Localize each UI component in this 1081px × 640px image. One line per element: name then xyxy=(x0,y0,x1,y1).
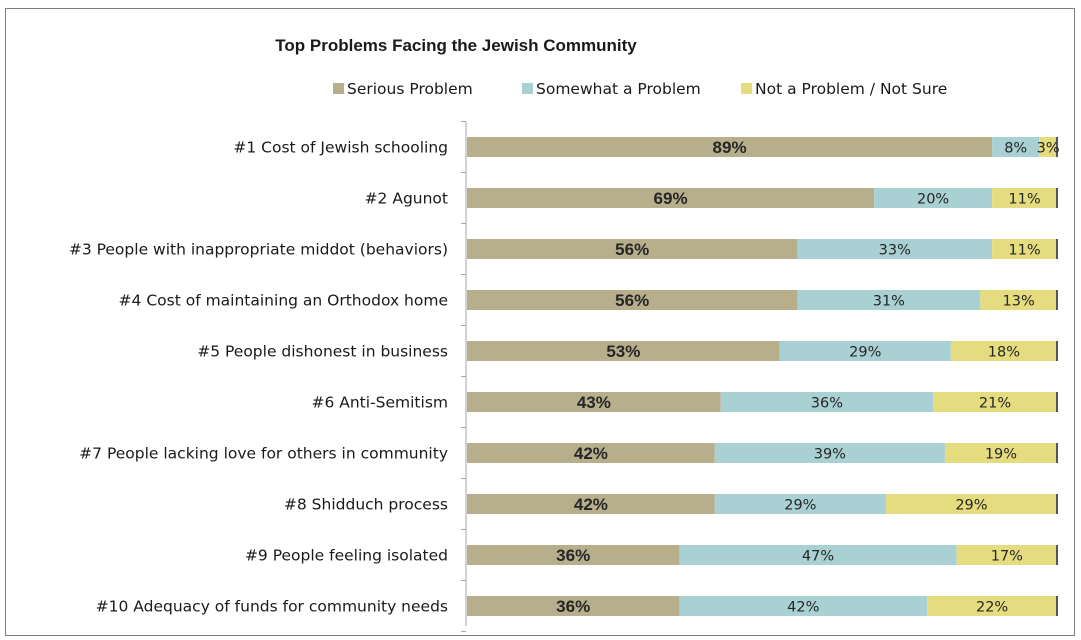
bar-segment-serious-problem xyxy=(467,443,715,463)
bar-end-cap xyxy=(1056,137,1058,157)
bar-segment-somewhat-a-problem xyxy=(679,596,928,616)
legend-label-not-a-problem-not-sure: Not a Problem / Not Sure xyxy=(755,80,947,98)
data-label-not-a-problem-not-sure: 29% xyxy=(955,498,987,514)
legend-swatch-somewhat-a-problem xyxy=(522,83,533,94)
data-label-not-a-problem-not-sure: 13% xyxy=(1003,294,1035,310)
legend-swatch-not-a-problem-not-sure xyxy=(741,83,752,94)
data-label-serious-problem: 42% xyxy=(574,495,608,514)
data-label-serious-problem: 42% xyxy=(574,444,608,463)
bar-segment-not-a-problem-not-sure xyxy=(980,290,1057,310)
category-axis xyxy=(461,121,467,632)
bar-segment-not-a-problem-not-sure xyxy=(933,392,1057,412)
data-label-somewhat-a-problem: 20% xyxy=(917,192,949,208)
legend-label-somewhat-a-problem: Somewhat a Problem xyxy=(536,80,701,98)
category-label: #2 Agunot xyxy=(365,190,448,208)
bar-segment-somewhat-a-problem xyxy=(679,545,957,565)
data-label-not-a-problem-not-sure: 21% xyxy=(979,396,1011,412)
category-label: #3 People with inappropriate middot (beh… xyxy=(69,241,448,259)
bar-segment-serious-problem xyxy=(467,188,875,208)
bar-end-cap xyxy=(1056,443,1058,463)
data-label-not-a-problem-not-sure: 11% xyxy=(1008,192,1040,208)
data-label-serious-problem: 56% xyxy=(615,240,649,259)
bar-end-cap xyxy=(1056,188,1058,208)
data-label-serious-problem: 53% xyxy=(606,342,640,361)
bar-segment-not-a-problem-not-sure xyxy=(956,545,1057,565)
bar-segment-serious-problem xyxy=(467,290,798,310)
data-label-serious-problem: 43% xyxy=(577,393,611,412)
stacked-bar-chart: Top Problems Facing the Jewish Community… xyxy=(69,36,1060,632)
data-label-serious-problem: 36% xyxy=(556,597,590,616)
category-labels: #1 Cost of Jewish schooling #2 Agunot #3 P… xyxy=(69,139,448,616)
data-label-not-a-problem-not-sure: 17% xyxy=(991,549,1023,565)
data-label-serious-problem: 69% xyxy=(654,189,688,208)
bar-segment-somewhat-a-problem xyxy=(797,290,981,310)
chart-title: Top Problems Facing the Jewish Community xyxy=(275,36,637,55)
bar-segment-serious-problem xyxy=(467,545,680,565)
bar-segment-not-a-problem-not-sure xyxy=(927,596,1057,616)
data-label-not-a-problem-not-sure: 11% xyxy=(1008,243,1040,259)
category-label: #1 Cost of Jewish schooling xyxy=(233,139,448,157)
data-label-serious-problem: 89% xyxy=(713,138,747,157)
bar-segment-somewhat-a-problem xyxy=(720,392,934,412)
category-label: #6 Anti-Semitism xyxy=(311,394,448,412)
data-label-somewhat-a-problem: 36% xyxy=(811,396,843,412)
category-label: #5 People dishonest in business xyxy=(197,343,448,361)
bar-end-cap xyxy=(1056,341,1058,361)
category-label: #7 People lacking love for others in com… xyxy=(79,445,448,463)
bar-segment-somewhat-a-problem xyxy=(714,494,886,514)
bar-segment-not-a-problem-not-sure xyxy=(950,341,1057,361)
data-label-somewhat-a-problem: 47% xyxy=(802,549,834,565)
category-label: #9 People feeling isolated xyxy=(245,547,448,565)
bar-segment-somewhat-a-problem xyxy=(779,341,951,361)
bar-segment-serious-problem xyxy=(467,137,993,157)
bar-segment-somewhat-a-problem xyxy=(992,137,1040,157)
legend-label-serious-problem: Serious Problem xyxy=(347,80,473,98)
data-label-serious-problem: 56% xyxy=(615,291,649,310)
category-label: #8 Shidduch process xyxy=(284,496,448,514)
data-label-somewhat-a-problem: 8% xyxy=(1004,141,1027,157)
bar-segment-not-a-problem-not-sure xyxy=(1039,137,1057,157)
legend-swatch-serious-problem xyxy=(333,83,344,94)
bar-end-cap xyxy=(1056,290,1058,310)
data-label-not-a-problem-not-sure: 3% xyxy=(1037,141,1060,157)
data-label-not-a-problem-not-sure: 18% xyxy=(988,345,1020,361)
data-label-not-a-problem-not-sure: 19% xyxy=(985,447,1017,463)
bar-end-cap xyxy=(1056,392,1058,412)
bar-segment-serious-problem xyxy=(467,239,798,259)
category-label: #10 Adequacy of funds for community need… xyxy=(96,598,448,616)
bar-segment-somewhat-a-problem xyxy=(797,239,993,259)
bar-segment-not-a-problem-not-sure xyxy=(885,494,1057,514)
bar-end-cap xyxy=(1056,494,1058,514)
bar-segment-not-a-problem-not-sure xyxy=(992,239,1057,259)
chart-frame: Top Problems Facing the Jewish Community… xyxy=(5,8,1075,636)
bar-segment-not-a-problem-not-sure xyxy=(944,443,1057,463)
data-label-somewhat-a-problem: 42% xyxy=(787,600,819,616)
data-label-somewhat-a-problem: 39% xyxy=(814,447,846,463)
category-label: #4 Cost of maintaining an Orthodox home xyxy=(119,292,448,310)
bar-segment-not-a-problem-not-sure xyxy=(992,188,1057,208)
data-label-serious-problem: 36% xyxy=(556,546,590,565)
bar-segment-somewhat-a-problem xyxy=(714,443,945,463)
bar-end-cap xyxy=(1056,596,1058,616)
bar-segment-serious-problem xyxy=(467,392,721,412)
bar-segment-serious-problem xyxy=(467,341,780,361)
data-label-somewhat-a-problem: 31% xyxy=(873,294,905,310)
bar-end-cap xyxy=(1056,239,1058,259)
data-label-not-a-problem-not-sure: 22% xyxy=(976,600,1008,616)
data-label-somewhat-a-problem: 29% xyxy=(849,345,881,361)
bar-segment-serious-problem xyxy=(467,494,715,514)
data-label-somewhat-a-problem: 29% xyxy=(784,498,816,514)
bar-end-cap xyxy=(1056,545,1058,565)
value-labels: 89% 8% 3% 69% 20% 11% 56% 33% 11% 56% 31% 13% 53% 29%… xyxy=(556,138,1059,616)
data-label-somewhat-a-problem: 33% xyxy=(879,243,911,259)
bar-segment-somewhat-a-problem xyxy=(874,188,993,208)
chart-legend: Serious Problem Somewhat a Problem Not a P… xyxy=(333,80,947,98)
bar-segment-serious-problem xyxy=(467,596,680,616)
bar-area xyxy=(467,137,1058,616)
